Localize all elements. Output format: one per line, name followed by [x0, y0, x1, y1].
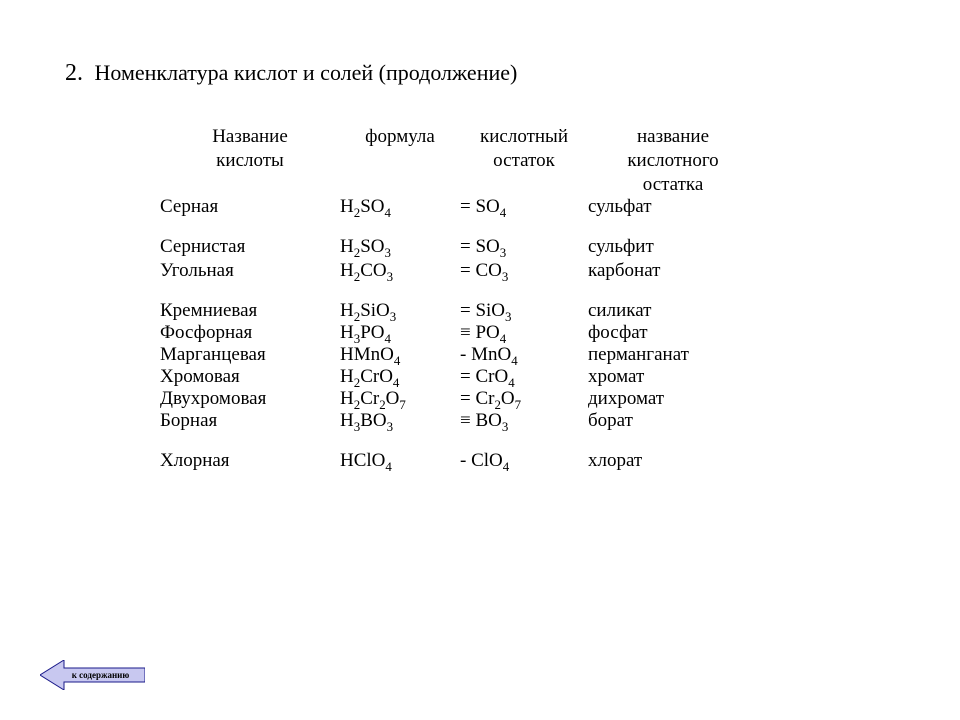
page: 2. Номенклатура кислот и солей (продолже…: [0, 0, 960, 720]
acids-table: Название кислоты формула кислотный остат…: [160, 125, 758, 472]
cell-residue: - ClO4: [460, 432, 588, 472]
cell-formula: H2Cr2O7: [340, 388, 460, 410]
cell-residue: ≡ BO3: [460, 410, 588, 432]
cell-formula: H2CrO4: [340, 366, 460, 388]
cell-residue: = SO3: [460, 218, 588, 258]
cell-acid-name: Хромовая: [160, 366, 340, 388]
cell-acid-name: Кремниевая: [160, 282, 340, 322]
cell-acid-name: Борная: [160, 410, 340, 432]
cell-residue: = SO4: [460, 196, 588, 218]
table-row: МарганцеваяHMnO4- MnO4перманганат: [160, 344, 758, 366]
cell-formula: H2SO3: [340, 218, 460, 258]
cell-residue-name: перманганат: [588, 344, 758, 366]
col-header-acid-name: Название кислоты: [160, 125, 340, 196]
col-header-residue-name: название кислотного остатка: [588, 125, 758, 196]
cell-residue: = SiO3: [460, 282, 588, 322]
cell-acid-name: Хлорная: [160, 432, 340, 472]
table-row: УгольнаяH2CO3= CO3карбонат: [160, 258, 758, 282]
cell-residue-name: карбонат: [588, 258, 758, 282]
title-number: 2.: [65, 60, 83, 86]
arrow-left-icon: [40, 660, 145, 690]
table-row: БорнаяH3BO3≡ BO3борат: [160, 410, 758, 432]
cell-acid-name: Угольная: [160, 258, 340, 282]
table-row: ФосфорнаяH3PO4≡ PO4фосфат: [160, 322, 758, 344]
cell-acid-name: Двухромовая: [160, 388, 340, 410]
cell-formula: H3BO3: [340, 410, 460, 432]
cell-residue-name: сульфат: [588, 196, 758, 218]
table-row: ХлорнаяHClO4- ClO4хлорат: [160, 432, 758, 472]
cell-acid-name: Сернистая: [160, 218, 340, 258]
cell-acid-name: Марганцевая: [160, 344, 340, 366]
table-row: СернаяH2SO4= SO4сульфат: [160, 196, 758, 218]
hdr-text: остаток: [493, 150, 555, 171]
cell-residue-name: борат: [588, 410, 758, 432]
table-header-row: Название кислоты формула кислотный остат…: [160, 125, 758, 196]
cell-formula: H3PO4: [340, 322, 460, 344]
cell-residue: = CrO4: [460, 366, 588, 388]
hdr-text: остатка: [643, 174, 704, 195]
table-row: СернистаяH2SO3= SO3сульфит: [160, 218, 758, 258]
cell-residue: - MnO4: [460, 344, 588, 366]
cell-formula: HMnO4: [340, 344, 460, 366]
cell-residue-name: хлорат: [588, 432, 758, 472]
table-row: КремниеваяH2SiO3= SiO3силикат: [160, 282, 758, 322]
hdr-text: кислотного: [627, 150, 718, 171]
cell-residue-name: силикат: [588, 282, 758, 322]
cell-acid-name: Серная: [160, 196, 340, 218]
page-title: 2. Номенклатура кислот и солей (продолже…: [65, 60, 517, 87]
cell-residue-name: фосфат: [588, 322, 758, 344]
hdr-text: название: [637, 126, 709, 147]
hdr-text: Название: [212, 126, 288, 147]
cell-residue-name: дихромат: [588, 388, 758, 410]
hdr-text: кислотный: [480, 126, 568, 147]
cell-residue-name: хромат: [588, 366, 758, 388]
cell-formula: HClO4: [340, 432, 460, 472]
cell-formula: H2CO3: [340, 258, 460, 282]
back-to-contents-button[interactable]: к содержанию: [40, 660, 145, 690]
cell-residue: = CO3: [460, 258, 588, 282]
cell-residue: = Cr2O7: [460, 388, 588, 410]
cell-residue-name: сульфит: [588, 218, 758, 258]
table-row: ДвухромоваяH2Cr2O7= Cr2O7дихромат: [160, 388, 758, 410]
title-text: Номенклатура кислот и солей (продолжение…: [95, 60, 518, 85]
col-header-formula: формула: [340, 125, 460, 196]
hdr-text: формула: [365, 126, 435, 147]
hdr-text: кислоты: [216, 150, 284, 171]
cell-formula: H2SiO3: [340, 282, 460, 322]
cell-formula: H2SO4: [340, 196, 460, 218]
cell-acid-name: Фосфорная: [160, 322, 340, 344]
cell-residue: ≡ PO4: [460, 322, 588, 344]
table-row: ХромоваяH2CrO4= CrO4хромат: [160, 366, 758, 388]
col-header-residue: кислотный остаток: [460, 125, 588, 196]
